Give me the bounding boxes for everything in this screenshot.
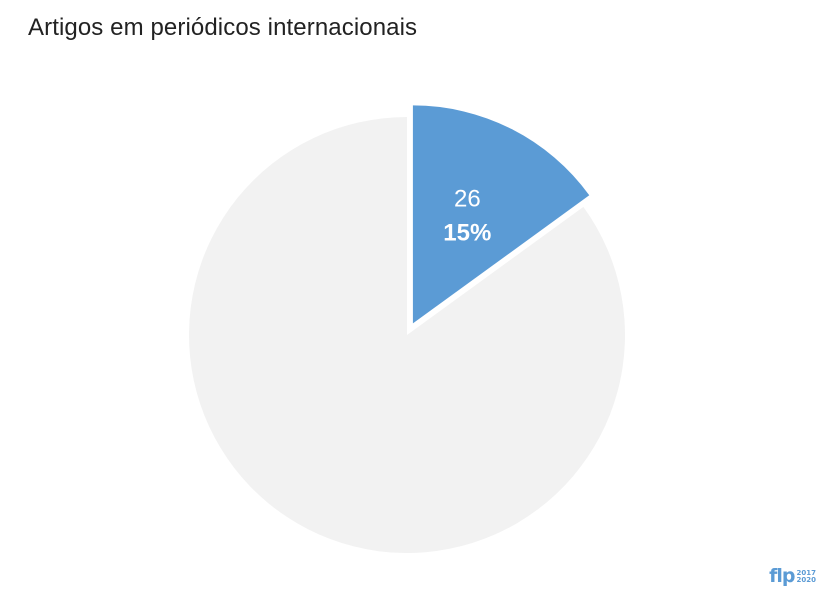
logo-year-end: 2020 — [796, 575, 816, 584]
logo-year-start: 2017 — [796, 568, 816, 577]
slice-value-label: 26 — [454, 186, 481, 213]
pie-slice-2 — [189, 117, 626, 553]
pie-slice-1 — [412, 105, 590, 324]
logo-years: 2017 2020 — [796, 568, 816, 584]
slice-percent-label: 15% — [443, 220, 491, 247]
chart-title: Artigos em periódicos internacionais — [28, 14, 418, 41]
flp-logo: flp 2017 2020 — [769, 567, 816, 586]
logo-mark: flp — [769, 565, 795, 587]
